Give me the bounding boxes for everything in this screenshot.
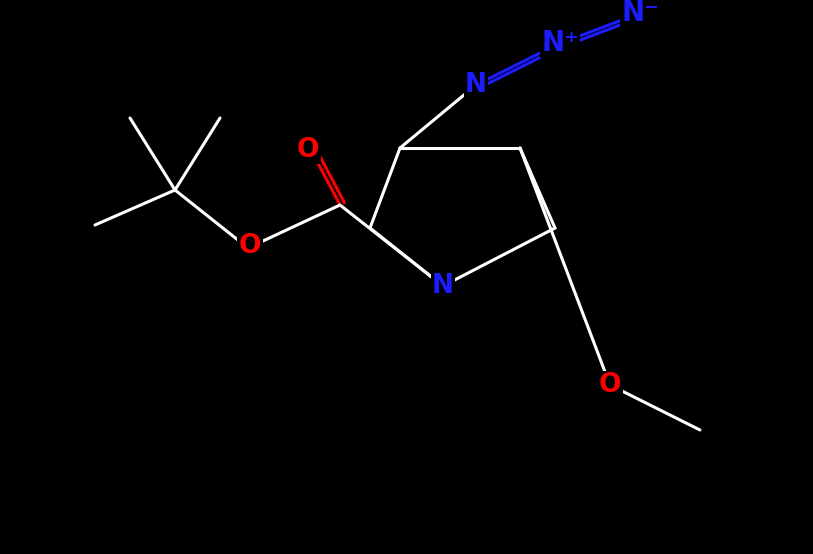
- Text: N⁺: N⁺: [541, 29, 579, 57]
- Text: O: O: [297, 137, 320, 163]
- Text: O: O: [598, 372, 621, 398]
- Text: N: N: [432, 273, 454, 299]
- Text: O: O: [239, 233, 261, 259]
- Text: N: N: [465, 72, 487, 98]
- Text: N⁻: N⁻: [621, 0, 659, 27]
